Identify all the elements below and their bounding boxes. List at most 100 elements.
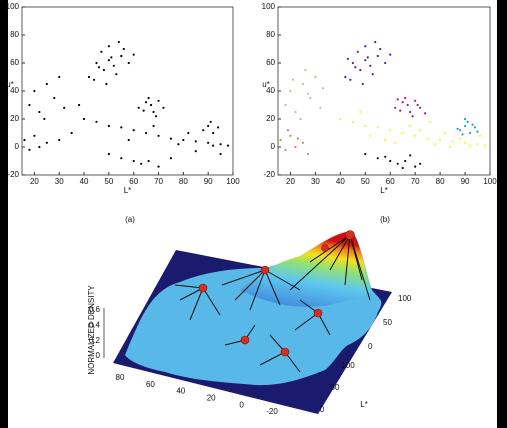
point (389, 159, 392, 163)
point (77, 103, 81, 107)
point (28, 148, 31, 151)
point (356, 50, 359, 53)
point (306, 92, 310, 95)
point (23, 138, 26, 142)
point (58, 138, 61, 142)
point (463, 141, 467, 144)
axis-tick-label: 50 (383, 318, 392, 327)
point (364, 45, 367, 48)
point (414, 134, 417, 137)
axis-tick-label: 0.6 (89, 305, 101, 314)
point (301, 141, 305, 144)
point (456, 127, 459, 130)
x-axis-label: L* (380, 186, 388, 195)
point (157, 99, 160, 102)
point (384, 61, 387, 65)
x-tick-label: 100 (483, 177, 497, 186)
point (468, 144, 472, 147)
point (389, 53, 392, 56)
point (70, 131, 73, 135)
point (419, 162, 422, 165)
point (120, 126, 123, 129)
point (369, 64, 372, 67)
y-tick-label: -20 (7, 170, 19, 179)
y-tick-label: 40 (10, 86, 19, 95)
x-tick-label: 50 (104, 177, 113, 186)
point (409, 154, 412, 157)
point (102, 68, 106, 72)
point (137, 106, 140, 109)
point (127, 138, 130, 142)
point (226, 144, 230, 147)
point (364, 152, 367, 156)
point (461, 133, 464, 136)
point (426, 137, 429, 140)
point (301, 82, 305, 86)
point (299, 117, 302, 121)
point (476, 143, 479, 146)
x-tick-label: 20 (286, 177, 295, 186)
point (145, 131, 148, 135)
point (38, 145, 41, 149)
axis-tick-label: 0 (320, 405, 325, 414)
point (354, 66, 357, 69)
point (314, 75, 317, 79)
point (33, 134, 36, 137)
axis-tick-label: 100 (341, 361, 355, 370)
point (115, 73, 118, 76)
point (291, 78, 295, 81)
point (351, 120, 354, 123)
y-tick-label: 60 (266, 58, 275, 67)
x-tick-label: 90 (461, 177, 470, 186)
point (401, 166, 404, 170)
point (207, 141, 210, 144)
density-modes (198, 230, 355, 357)
point (458, 137, 462, 140)
point (95, 120, 98, 123)
point (132, 159, 135, 163)
point (157, 165, 160, 168)
point (473, 126, 477, 129)
axis-tick-label: 40 (176, 387, 185, 396)
point (177, 143, 180, 146)
point (157, 134, 160, 137)
point (92, 78, 96, 81)
y-tick-label: -20 (263, 170, 275, 179)
point (364, 124, 367, 128)
point (434, 143, 437, 146)
point (394, 106, 397, 109)
point (376, 157, 379, 160)
axis-tick-label: 0.4 (89, 320, 101, 329)
point (212, 131, 215, 135)
point (309, 96, 312, 100)
point (376, 126, 379, 129)
axis-tick-label: 0 (96, 351, 101, 360)
axis-tick-label: 100 (398, 294, 412, 303)
point (458, 129, 462, 132)
y-axis-label: u* (6, 80, 14, 89)
point (202, 129, 205, 132)
x-tick-label: 30 (311, 177, 320, 186)
point (107, 59, 110, 62)
point (384, 138, 387, 142)
x-tick-label: 20 (30, 177, 39, 186)
point (147, 159, 150, 163)
point (304, 68, 307, 72)
point (394, 141, 397, 144)
x-axis-label: L* (124, 186, 132, 195)
point (439, 138, 442, 142)
point (399, 109, 402, 112)
y-tick-label: 20 (266, 114, 275, 123)
point (117, 40, 120, 44)
point (444, 131, 447, 135)
axis-tick-label: 0 (368, 342, 373, 351)
point (147, 96, 150, 100)
point (110, 56, 113, 59)
x-tick-label: 40 (336, 177, 345, 186)
point (82, 117, 86, 121)
point (112, 64, 115, 67)
point (478, 134, 482, 137)
point (466, 120, 469, 123)
point (374, 40, 377, 44)
point (187, 131, 190, 135)
